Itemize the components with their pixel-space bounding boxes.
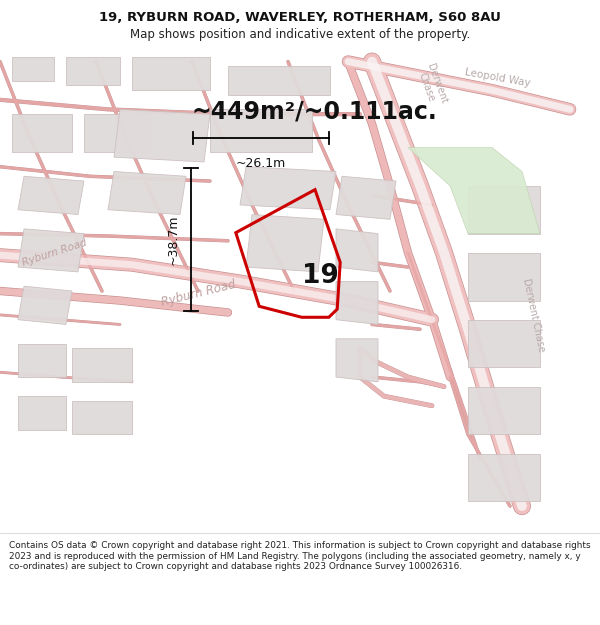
Polygon shape (468, 186, 540, 234)
Polygon shape (468, 387, 540, 434)
Text: Ryburn Road: Ryburn Road (160, 278, 236, 309)
Text: ~38.7m: ~38.7m (167, 214, 180, 264)
Polygon shape (408, 148, 540, 234)
Text: Ryburn Road: Ryburn Road (20, 238, 88, 268)
Polygon shape (468, 319, 540, 368)
Polygon shape (12, 114, 72, 152)
Text: Derwent Chase: Derwent Chase (521, 277, 547, 352)
Polygon shape (18, 344, 66, 377)
Polygon shape (228, 66, 330, 95)
Text: ~26.1m: ~26.1m (236, 157, 286, 170)
Text: 19, RYBURN ROAD, WAVERLEY, ROTHERHAM, S60 8AU: 19, RYBURN ROAD, WAVERLEY, ROTHERHAM, S6… (99, 11, 501, 24)
Text: Map shows position and indicative extent of the property.: Map shows position and indicative extent… (130, 28, 470, 41)
Polygon shape (210, 109, 312, 152)
Polygon shape (132, 57, 210, 90)
Polygon shape (72, 348, 132, 382)
Polygon shape (18, 286, 72, 324)
Text: ~449m²/~0.111ac.: ~449m²/~0.111ac. (192, 100, 438, 124)
Polygon shape (66, 57, 120, 86)
Polygon shape (240, 167, 336, 210)
Polygon shape (18, 229, 84, 272)
Polygon shape (336, 176, 396, 219)
Text: 19: 19 (302, 263, 339, 289)
Polygon shape (72, 401, 132, 434)
Polygon shape (468, 253, 540, 301)
Polygon shape (84, 114, 150, 152)
Polygon shape (336, 339, 378, 382)
Polygon shape (336, 229, 378, 272)
Polygon shape (108, 171, 186, 214)
Polygon shape (246, 214, 324, 272)
Text: Contains OS data © Crown copyright and database right 2021. This information is : Contains OS data © Crown copyright and d… (9, 541, 590, 571)
Polygon shape (336, 281, 378, 324)
Polygon shape (18, 396, 66, 429)
Text: Derwent
Chase: Derwent Chase (415, 62, 449, 109)
Text: Leopold Way: Leopold Way (464, 68, 532, 89)
Polygon shape (114, 109, 210, 162)
Polygon shape (12, 57, 54, 81)
Polygon shape (468, 454, 540, 501)
Polygon shape (18, 176, 84, 214)
